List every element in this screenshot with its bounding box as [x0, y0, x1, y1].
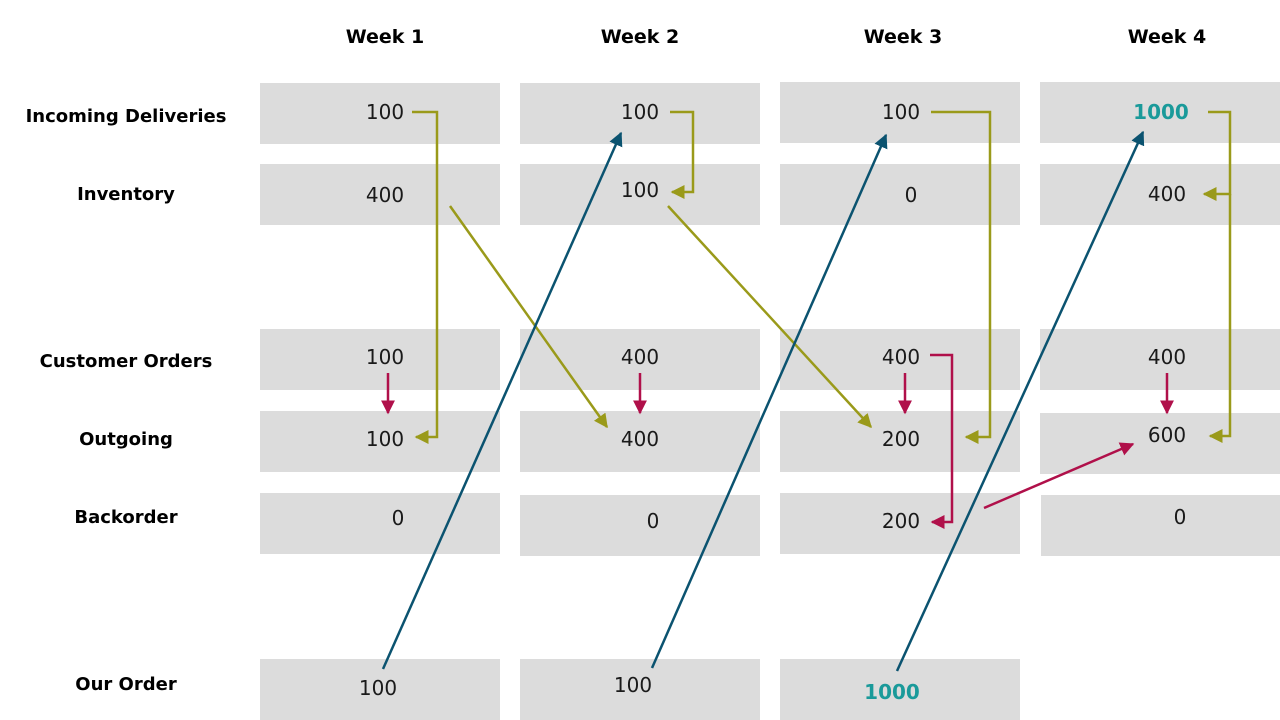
- value-our-order-week-1: 100: [358, 676, 398, 700]
- value-incoming-week-3: 100: [881, 100, 921, 124]
- week-2-header: Week 2: [600, 26, 680, 48]
- value-incoming-week-1: 100: [365, 100, 405, 124]
- row-label-our-order: Our Order: [75, 674, 177, 695]
- value-backorder-week-2: 0: [646, 509, 660, 533]
- arrow-inventory-week-1-to-outgoing-week-2: [448, 205, 609, 429]
- value-our-order-week-2: 100: [613, 673, 653, 697]
- value-our-order-week-3: 1000: [864, 680, 920, 704]
- row-label-customer-orders: Customer Orders: [39, 351, 213, 372]
- value-customer-orders-week-1: 100: [365, 345, 405, 369]
- value-backorder-week-4: 0: [1173, 505, 1187, 529]
- value-inventory-week-4: 400: [1147, 182, 1187, 206]
- value-outgoing-week-1: 100: [365, 427, 405, 451]
- value-inventory-week-3: 0: [904, 183, 918, 207]
- value-outgoing-week-2: 400: [620, 427, 660, 451]
- week-4-header: Week 4: [1127, 26, 1207, 48]
- value-backorder-week-3: 200: [881, 509, 921, 533]
- value-inventory-week-1: 400: [365, 183, 405, 207]
- week-3-header: Week 3: [863, 26, 943, 48]
- row-label-inventory: Inventory: [77, 184, 175, 205]
- row-label-incoming-deliveries: Incoming Deliveries: [25, 106, 227, 127]
- week-1-header: Week 1: [345, 26, 425, 48]
- value-customer-orders-week-4: 400: [1147, 345, 1187, 369]
- value-incoming-week-4: 1000: [1133, 100, 1189, 124]
- value-outgoing-week-3: 200: [881, 427, 921, 451]
- row-label-outgoing: Outgoing: [79, 429, 173, 450]
- arrow-inventory-week-2-to-outgoing-week-3: [667, 205, 872, 429]
- arrow-incoming-to-outgoing-week-4: [1208, 194, 1232, 443]
- row-label-backorder: Backorder: [74, 507, 178, 528]
- value-backorder-week-1: 0: [391, 506, 405, 530]
- value-incoming-week-2: 100: [620, 100, 660, 124]
- value-customer-orders-week-2: 400: [620, 345, 660, 369]
- value-inventory-week-2: 100: [620, 178, 660, 202]
- value-outgoing-week-4: 600: [1147, 423, 1187, 447]
- value-customer-orders-week-3: 400: [881, 345, 921, 369]
